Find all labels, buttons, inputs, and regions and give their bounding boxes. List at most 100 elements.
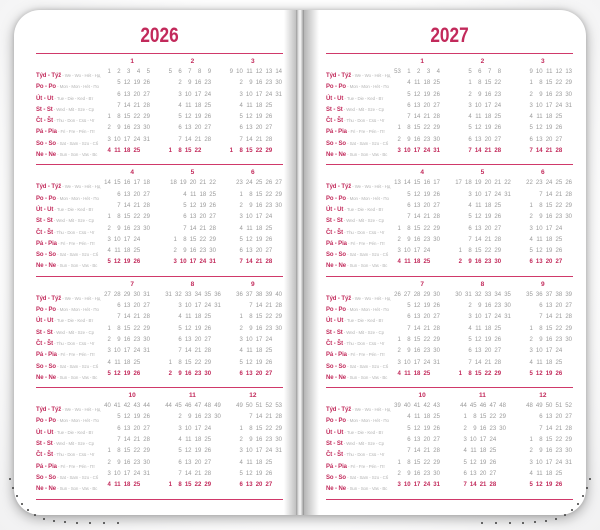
day-cell: 17 [545,459,553,466]
week-number-cell: 30 [455,291,462,298]
day-cell: 29 [143,114,150,121]
day-row-label: Týd - Týž - We - Wo - Hét - Нд [36,407,101,414]
stitch-dot [8,478,12,481]
day-cell: 30 [275,325,282,332]
day-cell: 14 [184,348,192,355]
day-cell: 22 [265,425,273,432]
month-number: 10 [128,392,136,400]
day-cell: 27 [565,414,572,421]
day-cell: 7 [249,414,253,421]
day-cell: 12 [474,125,482,132]
day-cell [273,246,283,257]
sunday-cell: 18 [123,482,131,489]
day-cell: 9 [249,325,253,332]
day-row-label: St - St - Wed - Mit - Sze - Ср [36,329,94,336]
day-row-label: Čt - Št - Thu - Don - Csü - Чт [326,229,385,236]
day-cell: 17 [255,91,263,98]
day-cell: 21 [199,225,207,232]
day-cell: 17 [255,214,263,221]
sunday-cell: 1 [168,148,172,155]
day-cell: 10 [474,102,482,109]
sunday-cell: 16 [184,370,192,377]
day-cell: 20 [484,136,492,143]
sunday-cell [563,480,573,491]
day-cell: 9 [183,248,187,255]
week-number-cell: 32 [474,291,482,298]
month-number: 12 [539,392,547,400]
day-cell: 19 [255,236,263,243]
day-row-label: So - So - Sat - Sam - Szo - Сб [326,252,389,259]
day-cell [224,123,234,134]
sunday-cell: 31 [209,259,216,266]
week-number-cell: 15 [413,180,421,187]
day-cell: 2 [239,202,243,209]
day-cell: 27 [494,348,502,355]
day-cell: 21 [265,414,273,421]
day-cell [392,435,402,446]
day-row-label: Týd - Týž - We - Wo - Hét - Нд [36,73,101,79]
day-cell: 4 [529,359,533,366]
day-cell: 6 [539,303,543,310]
day-cell: 13 [184,336,192,343]
day-cell: 15 [479,414,487,421]
day-cell: 17 [255,448,263,455]
sunday-cell: 1 [458,370,462,377]
day-cell: 23 [133,336,141,343]
day-cell [453,224,463,235]
day-cell: 6 [468,225,472,232]
week-number-cell: 32 [175,291,182,298]
day-cell: 22 [265,191,273,198]
day-cell: 20 [133,91,141,98]
week-number-cell: 19 [179,180,187,187]
day-cell: 20 [133,425,141,432]
day-cell: 13 [469,470,477,477]
day-cell [102,435,112,446]
day-cell [102,201,112,212]
day-cell: 25 [133,248,141,255]
day-cell [563,135,573,146]
month-number: 11 [189,392,196,400]
stitch-dot [585,487,589,490]
day-cell: 3 [397,359,401,366]
day-row-label: Ne - Ne - Sun - Son - Vas - Вс [36,263,98,270]
day-cell: 24 [133,136,141,143]
stitch-dot [75,522,79,525]
sunday-cell: 19 [123,259,131,266]
week-number-cell: 17 [455,180,462,187]
day-cell [497,458,507,469]
day-cell: 14 [545,314,553,321]
day-cell: 19 [255,470,263,477]
day-cell: 26 [265,470,273,477]
day-cell: 30 [275,202,282,209]
day-row-label: St - St - Wed - Mit - Sze - Ср [326,441,384,448]
day-cell: 9 [117,336,121,343]
day-cell: 6 [117,303,121,310]
day-cell [212,346,222,357]
week-number-cell: 40 [104,403,111,410]
day-row-label: So - So - Sat - Sam - Szo - Сб [36,252,99,259]
day-cell: 7 [539,314,543,321]
week-number-cell: 40 [403,403,411,410]
month-table: 5 6 7 8 9 2 9 16 23 3 10 17 24 4 11 18 25 5 12 19 26 6 13 20 27 7… [163,67,212,157]
day-cell [497,446,507,457]
sunday-cell: 11 [404,259,411,266]
day-cell: 8 [183,236,187,243]
day-cell: 15 [123,448,131,455]
day-cell: 23 [423,348,431,355]
day-cell: 16 [413,348,421,355]
day-cell: 28 [265,136,273,143]
day-cell: 9 [249,80,253,87]
stitch-dot [480,522,484,525]
day-cell: 11 [246,225,253,232]
quarter-block: 1 2 3 Týd - Týž - We - Wo - Hét - Нд Po - Po… [326,54,573,166]
day-cell: 16 [189,248,197,255]
day-cell: 23 [133,459,141,466]
sunday-cell: 18 [123,148,131,155]
week-number-cell: 38 [255,291,263,298]
day-cell: 5 [183,202,187,209]
day-cell: 1 [107,325,111,332]
day-cell: 24 [494,102,502,109]
day-cell [163,446,173,457]
day-cell: 13 [545,414,553,421]
day-cell: 4 [529,114,533,121]
